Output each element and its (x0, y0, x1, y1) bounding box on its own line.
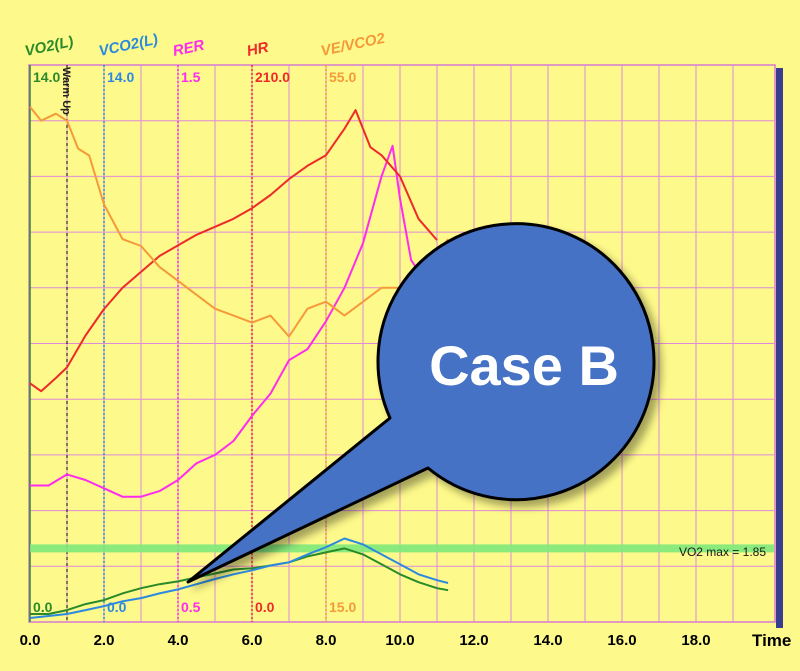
x-axis-ticks: 0.0 2.0 4.0 6.0 8.0 10.0 12.0 14.0 16.0 18.0 (20, 632, 711, 649)
series-line-vco2-l (29, 537, 449, 619)
series-bottom-value-vo2-l: 0.0 (33, 599, 53, 615)
callout-bubble (186, 222, 656, 584)
x-tick-label: 18.0 (681, 632, 710, 649)
x-tick-label: 4.0 (168, 632, 189, 649)
x-tick-label: 14.0 (533, 632, 562, 649)
series-line-hr (29, 109, 438, 393)
x-tick-label: 6.0 (242, 632, 263, 649)
series-title-rer: RER (171, 37, 206, 60)
series-top-value-ve-vco2: 55.0 (329, 69, 356, 85)
case-callout (186, 222, 656, 584)
x-tick-label: 8.0 (316, 632, 337, 649)
x-tick-label: 2.0 (94, 632, 115, 649)
callout-text: Case B (429, 334, 619, 397)
series-top-value-rer: 1.5 (181, 69, 201, 85)
x-tick-label: 0.0 (20, 632, 41, 649)
series-line-ve-vco2 (29, 106, 449, 338)
series-line-rer (30, 144, 424, 498)
series-lines (29, 106, 449, 619)
vo2-max-label: VO2 max = 1.85 (679, 545, 766, 559)
series-top-value-vo2-l: 14.0 (33, 69, 60, 85)
series-top-value-hr: 210.0 (255, 69, 290, 85)
series-title-hr: HR (245, 39, 270, 60)
series-title-vco2-l: VCO2(L) (97, 31, 159, 60)
vo2-max-band (30, 544, 774, 553)
series-bottom-value-rer: 0.5 (181, 599, 201, 615)
warm-up-label: Warm Up (60, 67, 72, 115)
plot-border (28, 64, 776, 623)
series-labels: VO2(L) 14.0 0.0 VCO2(L) 14.0 0.0 RER 1.5 0.5 HR 21… (23, 30, 387, 615)
x-axis-label: Time (752, 631, 791, 650)
series-bottom-value-vco2-l: 0.0 (107, 599, 127, 615)
series-title-ve-vco2: VE/VCO2 (319, 30, 387, 60)
series-line-vo2-l (30, 547, 449, 615)
plot-shadow (776, 68, 783, 628)
x-tick-label: 10.0 (385, 632, 414, 649)
series-bottom-value-ve-vco2: 15.0 (329, 599, 356, 615)
x-tick-label: 16.0 (607, 632, 636, 649)
series-bottom-value-hr: 0.0 (255, 599, 275, 615)
series-title-vo2-l: VO2(L) (23, 33, 75, 60)
series-top-value-vco2-l: 14.0 (107, 69, 134, 85)
x-tick-label: 12.0 (459, 632, 488, 649)
